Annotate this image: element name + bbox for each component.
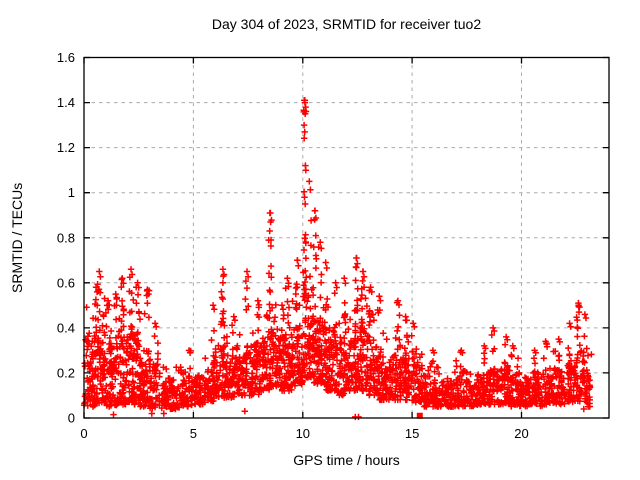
y-tick-label: 1.4 xyxy=(57,95,75,110)
y-tick-label: 0.8 xyxy=(57,230,75,245)
y-tick-label: 0.2 xyxy=(57,365,75,380)
square-marker xyxy=(416,412,423,419)
x-tick-label: 0 xyxy=(80,426,87,441)
x-tick-label: 5 xyxy=(190,426,197,441)
x-tick-label: 20 xyxy=(514,426,528,441)
y-tick-label: 0.6 xyxy=(57,275,75,290)
y-tick-label: 1 xyxy=(68,185,75,200)
scatter-points xyxy=(80,97,595,421)
y-tick-label: 1.2 xyxy=(57,140,75,155)
y-tick-label: 0 xyxy=(68,411,75,426)
x-tick-label: 10 xyxy=(296,426,310,441)
chart-title: Day 304 of 2023, SRMTID for receiver tuo… xyxy=(211,16,482,32)
y-tick-label: 1.6 xyxy=(57,50,75,65)
x-axis-label: GPS time / hours xyxy=(293,452,400,468)
axis-ticks xyxy=(83,56,609,419)
y-tick-label: 0.4 xyxy=(57,320,75,335)
x-tick-label: 15 xyxy=(405,426,419,441)
